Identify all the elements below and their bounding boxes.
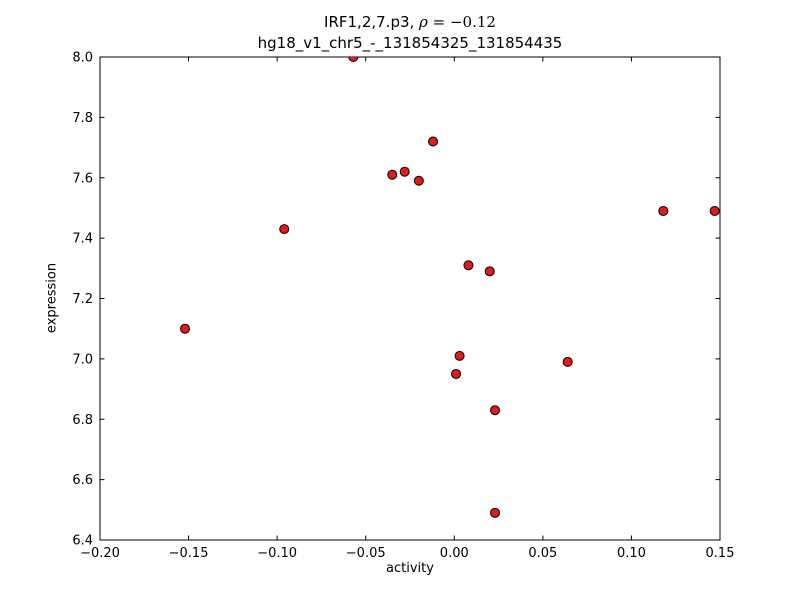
y-axis-label: expression	[44, 262, 60, 334]
data-point	[348, 57, 359, 62]
data-point	[490, 507, 501, 518]
x-tick-label: 0.05	[528, 546, 557, 561]
x-tick-label: 0.00	[440, 546, 469, 561]
data-point	[399, 166, 410, 177]
y-tick-label: 6.4	[72, 534, 93, 549]
data-point	[413, 175, 424, 186]
data-point	[279, 224, 290, 235]
x-axis-label: activity	[386, 561, 434, 576]
data-point	[454, 350, 465, 361]
data-point	[180, 323, 191, 334]
y-tick-label: 7.2	[72, 292, 93, 307]
y-tick-label: 6.6	[72, 473, 93, 488]
plot-border	[99, 56, 721, 541]
chart-title-text: IRF1,2,7.p3,	[324, 13, 420, 31]
data-point	[463, 260, 474, 271]
chart-title: IRF1,2,7.p3, ρ = −0.12	[100, 13, 720, 31]
data-point	[658, 205, 669, 216]
y-tick-label: 6.8	[72, 413, 93, 428]
rho-value: = −0.12	[427, 13, 496, 31]
x-tick-label: 0.10	[617, 546, 646, 561]
data-point	[709, 205, 720, 216]
x-tick-label: −0.15	[169, 546, 209, 561]
chart-subtitle: hg18_v1_chr5_-_131854325_131854435	[257, 34, 563, 52]
data-point	[484, 266, 495, 277]
rho-symbol: ρ	[419, 13, 428, 31]
y-tick-label: 7.0	[72, 352, 93, 367]
y-tick-label: 8.0	[72, 51, 93, 66]
data-point	[451, 368, 462, 379]
data-point	[490, 405, 501, 416]
y-tick-label: 7.8	[72, 111, 93, 126]
y-tick-label: 7.6	[72, 171, 93, 186]
x-tick-label: −0.05	[346, 546, 386, 561]
data-point	[428, 136, 439, 147]
x-tick-label: 0.15	[706, 546, 735, 561]
scatter-points	[180, 57, 720, 518]
x-tick-label: −0.20	[80, 546, 120, 561]
data-point	[387, 169, 398, 180]
data-point	[562, 356, 573, 367]
x-tick-label: −0.10	[257, 546, 297, 561]
y-tick-label: 7.4	[72, 232, 93, 247]
